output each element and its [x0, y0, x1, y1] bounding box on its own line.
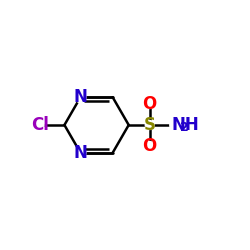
Text: N: N	[74, 88, 88, 106]
Circle shape	[170, 118, 185, 132]
Text: Cl: Cl	[31, 116, 49, 134]
Text: 2: 2	[180, 122, 189, 134]
Circle shape	[145, 120, 154, 130]
Circle shape	[145, 142, 154, 150]
Circle shape	[75, 92, 86, 102]
Text: N: N	[74, 144, 88, 162]
Text: O: O	[142, 95, 157, 113]
Text: NH: NH	[172, 116, 200, 134]
Circle shape	[32, 119, 44, 131]
Text: O: O	[142, 137, 157, 155]
Text: S: S	[144, 116, 156, 134]
Circle shape	[145, 100, 154, 108]
Circle shape	[75, 148, 86, 158]
